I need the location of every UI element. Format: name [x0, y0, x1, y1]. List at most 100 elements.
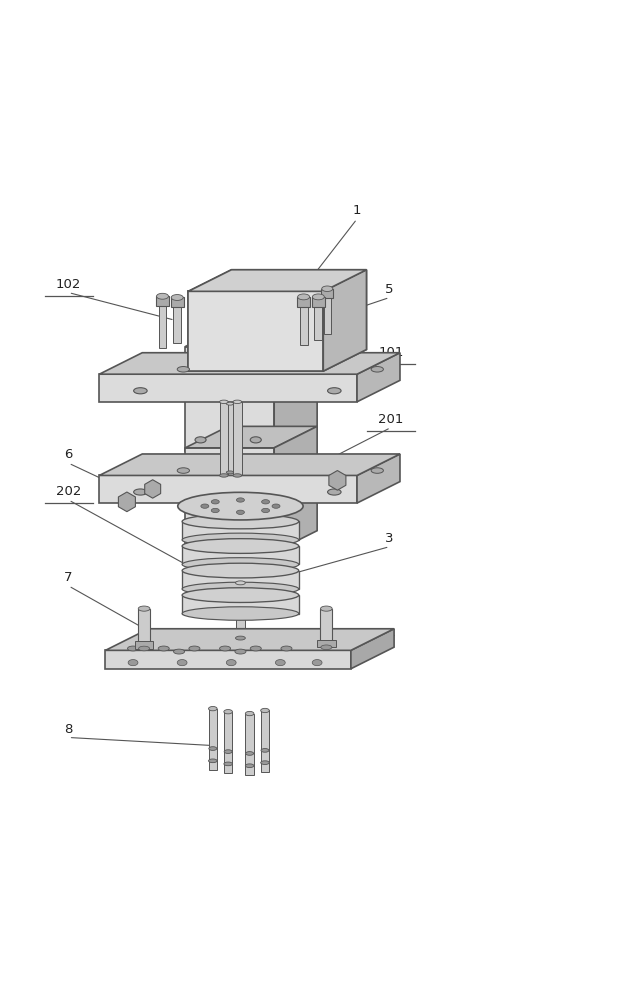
Ellipse shape	[177, 367, 190, 372]
Ellipse shape	[312, 660, 322, 666]
Bar	[300, 307, 308, 345]
Ellipse shape	[208, 759, 217, 763]
Ellipse shape	[139, 646, 150, 651]
Ellipse shape	[235, 649, 246, 654]
Text: 5: 5	[385, 283, 394, 296]
Polygon shape	[100, 475, 357, 503]
Text: 2: 2	[386, 459, 395, 472]
Ellipse shape	[208, 706, 217, 711]
Polygon shape	[188, 270, 366, 291]
Polygon shape	[185, 325, 317, 347]
Bar	[138, 609, 151, 649]
Ellipse shape	[261, 708, 269, 713]
Ellipse shape	[233, 474, 242, 477]
Ellipse shape	[174, 649, 185, 654]
Ellipse shape	[128, 660, 138, 666]
Ellipse shape	[182, 533, 299, 547]
Bar	[245, 714, 254, 775]
Text: 4: 4	[387, 628, 395, 641]
Ellipse shape	[281, 646, 292, 651]
Bar	[208, 709, 217, 770]
Ellipse shape	[371, 468, 383, 473]
Ellipse shape	[178, 492, 303, 520]
Ellipse shape	[261, 749, 269, 752]
Bar	[261, 710, 269, 772]
Ellipse shape	[182, 539, 299, 553]
Ellipse shape	[272, 504, 280, 508]
Ellipse shape	[182, 607, 299, 620]
FancyBboxPatch shape	[312, 297, 325, 307]
Ellipse shape	[182, 514, 299, 529]
Polygon shape	[188, 291, 323, 371]
Ellipse shape	[201, 504, 209, 508]
Bar	[317, 640, 335, 647]
Polygon shape	[357, 454, 400, 503]
Ellipse shape	[328, 388, 341, 394]
Ellipse shape	[250, 538, 261, 544]
Text: 102: 102	[56, 278, 81, 291]
Polygon shape	[323, 270, 366, 371]
Polygon shape	[185, 426, 317, 448]
Ellipse shape	[195, 538, 206, 544]
Polygon shape	[105, 650, 351, 669]
Bar	[224, 712, 233, 773]
Ellipse shape	[128, 646, 139, 651]
Ellipse shape	[182, 582, 299, 596]
Ellipse shape	[261, 761, 269, 764]
Bar	[226, 404, 234, 472]
Ellipse shape	[236, 581, 245, 585]
Ellipse shape	[177, 660, 187, 666]
Ellipse shape	[262, 508, 269, 513]
Bar	[320, 609, 333, 647]
Polygon shape	[188, 291, 323, 371]
Text: 6: 6	[65, 448, 73, 461]
Bar	[135, 641, 153, 649]
Polygon shape	[323, 270, 366, 371]
Polygon shape	[105, 629, 394, 650]
Ellipse shape	[209, 747, 217, 750]
Ellipse shape	[226, 471, 234, 474]
Polygon shape	[351, 629, 394, 669]
Ellipse shape	[220, 646, 231, 651]
Ellipse shape	[226, 402, 234, 405]
Ellipse shape	[182, 558, 299, 571]
Ellipse shape	[189, 646, 200, 651]
Polygon shape	[100, 374, 357, 402]
Polygon shape	[182, 595, 299, 614]
Bar	[233, 402, 242, 475]
Ellipse shape	[321, 645, 332, 650]
Polygon shape	[185, 347, 274, 451]
Ellipse shape	[182, 588, 299, 602]
Ellipse shape	[177, 468, 190, 473]
Text: 202: 202	[56, 485, 81, 498]
Ellipse shape	[233, 400, 242, 404]
Polygon shape	[274, 325, 317, 451]
Ellipse shape	[320, 606, 332, 611]
Ellipse shape	[195, 437, 206, 443]
Text: 1: 1	[353, 204, 361, 217]
Ellipse shape	[182, 563, 299, 578]
Bar	[159, 306, 167, 348]
Polygon shape	[357, 353, 400, 402]
Ellipse shape	[226, 660, 236, 666]
Ellipse shape	[250, 437, 261, 443]
Ellipse shape	[220, 474, 228, 477]
Ellipse shape	[298, 294, 310, 300]
Ellipse shape	[328, 489, 341, 495]
Ellipse shape	[236, 636, 245, 640]
Ellipse shape	[138, 606, 150, 611]
FancyBboxPatch shape	[297, 297, 310, 307]
FancyBboxPatch shape	[322, 289, 333, 298]
Text: 7: 7	[64, 571, 73, 584]
Ellipse shape	[245, 764, 254, 768]
Bar	[323, 298, 331, 334]
Polygon shape	[182, 521, 299, 540]
Text: 201: 201	[378, 413, 404, 426]
Polygon shape	[182, 571, 299, 589]
Ellipse shape	[312, 294, 324, 300]
Ellipse shape	[171, 295, 183, 300]
Text: 3: 3	[385, 532, 394, 545]
Ellipse shape	[197, 608, 284, 619]
Ellipse shape	[246, 752, 254, 755]
Text: 8: 8	[65, 723, 73, 736]
